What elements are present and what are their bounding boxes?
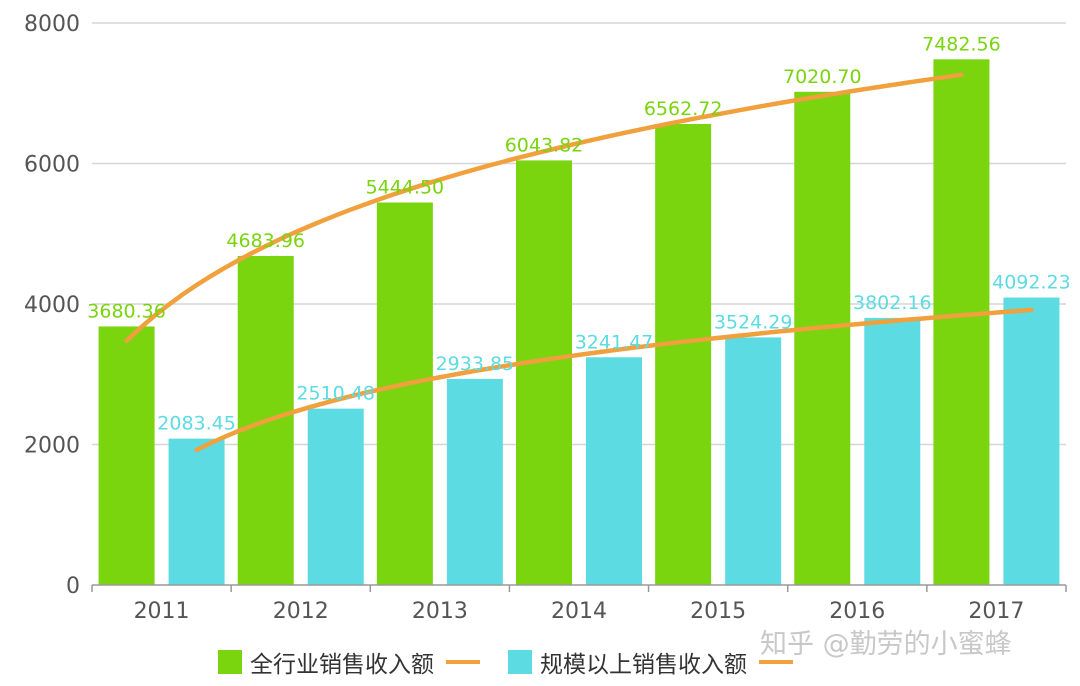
data-label-series-2: 2933.85 bbox=[436, 353, 515, 375]
bars bbox=[98, 59, 1060, 586]
legend-label-series-1: 全行业销售收入额 bbox=[250, 652, 434, 678]
data-label-series-2: 3524.29 bbox=[714, 311, 793, 333]
x-tick-label: 2013 bbox=[412, 599, 468, 624]
bar-series-2 bbox=[446, 378, 503, 585]
y-tick-label: 4000 bbox=[24, 293, 80, 318]
bar-series-1 bbox=[376, 202, 433, 586]
x-tick-label: 2012 bbox=[273, 599, 329, 624]
bar-series-1 bbox=[794, 91, 851, 585]
legend-label-series-2: 规模以上销售收入额 bbox=[540, 652, 747, 678]
trendlines bbox=[124, 72, 1034, 453]
watermark: 知乎 @勤劳的小蜜蜂 bbox=[760, 629, 1012, 660]
y-tick-label: 6000 bbox=[24, 153, 80, 178]
bar-series-2 bbox=[168, 438, 225, 585]
data-label-series-1: 6043.82 bbox=[505, 134, 584, 156]
data-label-series-1: 7020.70 bbox=[783, 66, 862, 88]
data-label-series-2: 2510.48 bbox=[296, 383, 375, 405]
y-tick-label: 8000 bbox=[24, 12, 80, 37]
bar-series-2 bbox=[307, 408, 364, 585]
legend-trendline-series-1 bbox=[446, 660, 480, 664]
data-label-series-1: 5444.50 bbox=[366, 177, 445, 199]
bar-series-1 bbox=[655, 123, 712, 585]
x-tick-label: 2015 bbox=[690, 599, 746, 624]
y-axis-ticks: 0 2000 4000 6000 8000 bbox=[24, 12, 80, 599]
x-tick-label: 2014 bbox=[551, 599, 607, 624]
x-tick-label: 2016 bbox=[829, 599, 885, 624]
x-axis: 2011 2012 2013 2014 2015 2016 2017 bbox=[91, 584, 1067, 624]
data-label-series-2: 3241.47 bbox=[575, 331, 654, 353]
bar-series-2 bbox=[864, 317, 921, 585]
x-tick-label: 2017 bbox=[968, 599, 1024, 624]
legend-swatch-series-2 bbox=[508, 650, 532, 674]
trendline-series-2 bbox=[194, 307, 1034, 453]
legend-swatch-series-1 bbox=[218, 650, 242, 674]
legend-trendline-series-2 bbox=[759, 660, 793, 664]
data-label-series-1: 3680.36 bbox=[87, 300, 166, 322]
data-label-series-2: 2083.45 bbox=[157, 413, 236, 435]
y-tick-label: 0 bbox=[66, 574, 80, 599]
bar-series-2 bbox=[725, 337, 782, 585]
bar-series-1 bbox=[98, 326, 155, 585]
bar-series-1 bbox=[933, 59, 990, 585]
bar-series-2 bbox=[1003, 297, 1060, 585]
data-label-series-1: 6562.72 bbox=[644, 98, 723, 120]
bar-series-1 bbox=[516, 160, 572, 586]
x-tick-label: 2011 bbox=[134, 599, 190, 624]
data-labels: 3680.36 4683.96 5444.50 6043.82 6562.72 7020.… bbox=[87, 33, 1070, 434]
bar-series-2 bbox=[586, 357, 642, 585]
data-label-series-1: 7482.56 bbox=[922, 33, 1001, 55]
data-label-series-2: 4092.23 bbox=[992, 272, 1071, 294]
data-label-series-1: 4683.96 bbox=[226, 230, 305, 252]
trendline-series-1 bbox=[124, 72, 964, 344]
legend: 全行业销售收入额 规模以上销售收入额 bbox=[218, 642, 807, 682]
y-tick-label: 2000 bbox=[24, 434, 80, 459]
data-label-series-2: 3802.16 bbox=[853, 292, 932, 314]
